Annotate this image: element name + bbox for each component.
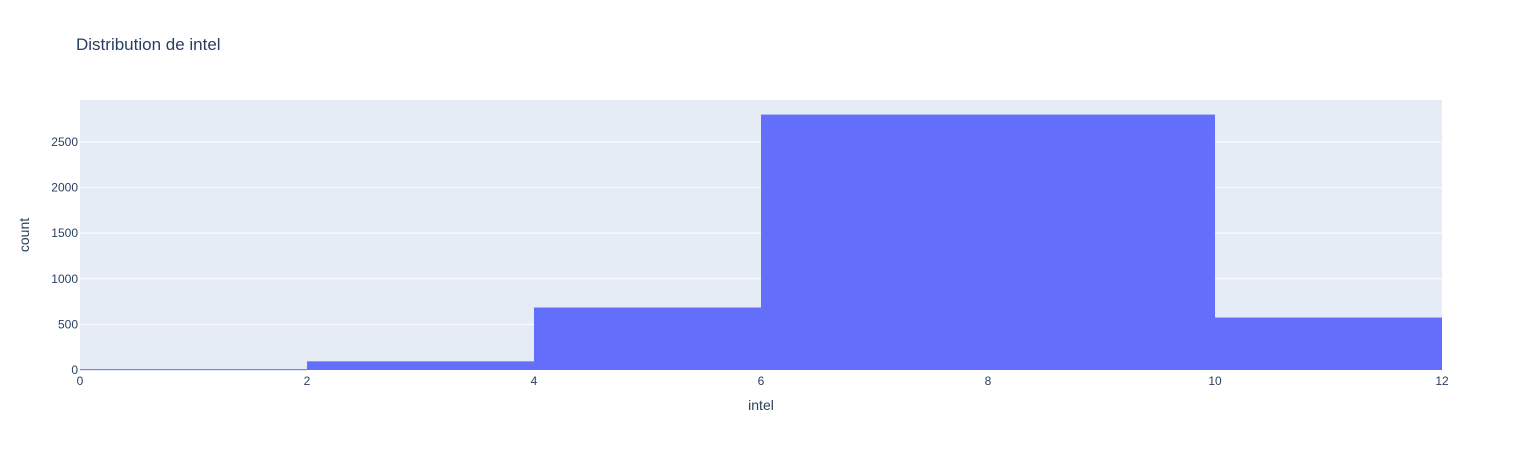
y-tick-label: 500 (58, 317, 78, 331)
x-axis-title: intel (748, 397, 774, 413)
x-tick-label: 4 (531, 374, 538, 388)
y-axis-title: count (16, 218, 32, 252)
y-tick-label: 2500 (51, 135, 78, 149)
chart-title: Distribution de intel (76, 35, 221, 54)
histogram-bar (761, 114, 1215, 370)
x-tick-label: 6 (758, 374, 765, 388)
y-tick-label: 1500 (51, 226, 78, 240)
histogram-bar (1215, 317, 1442, 370)
x-tick-label: 12 (1435, 374, 1449, 388)
bars (80, 114, 1442, 371)
y-tick-label: 2000 (51, 181, 78, 195)
y-tick-label: 0 (71, 363, 78, 377)
x-tick-label: 2 (304, 374, 311, 388)
histogram-bar (534, 307, 761, 370)
x-axis-ticks: 0 2 4 6 8 10 12 (77, 374, 1449, 388)
x-tick-label: 0 (77, 374, 84, 388)
y-axis-ticks: 0 500 1000 1500 2000 2500 (51, 135, 78, 377)
histogram-bar (307, 361, 534, 370)
x-tick-label: 10 (1208, 374, 1222, 388)
y-tick-label: 1000 (51, 272, 78, 286)
x-tick-label: 8 (985, 374, 992, 388)
histogram-bar (80, 369, 307, 371)
